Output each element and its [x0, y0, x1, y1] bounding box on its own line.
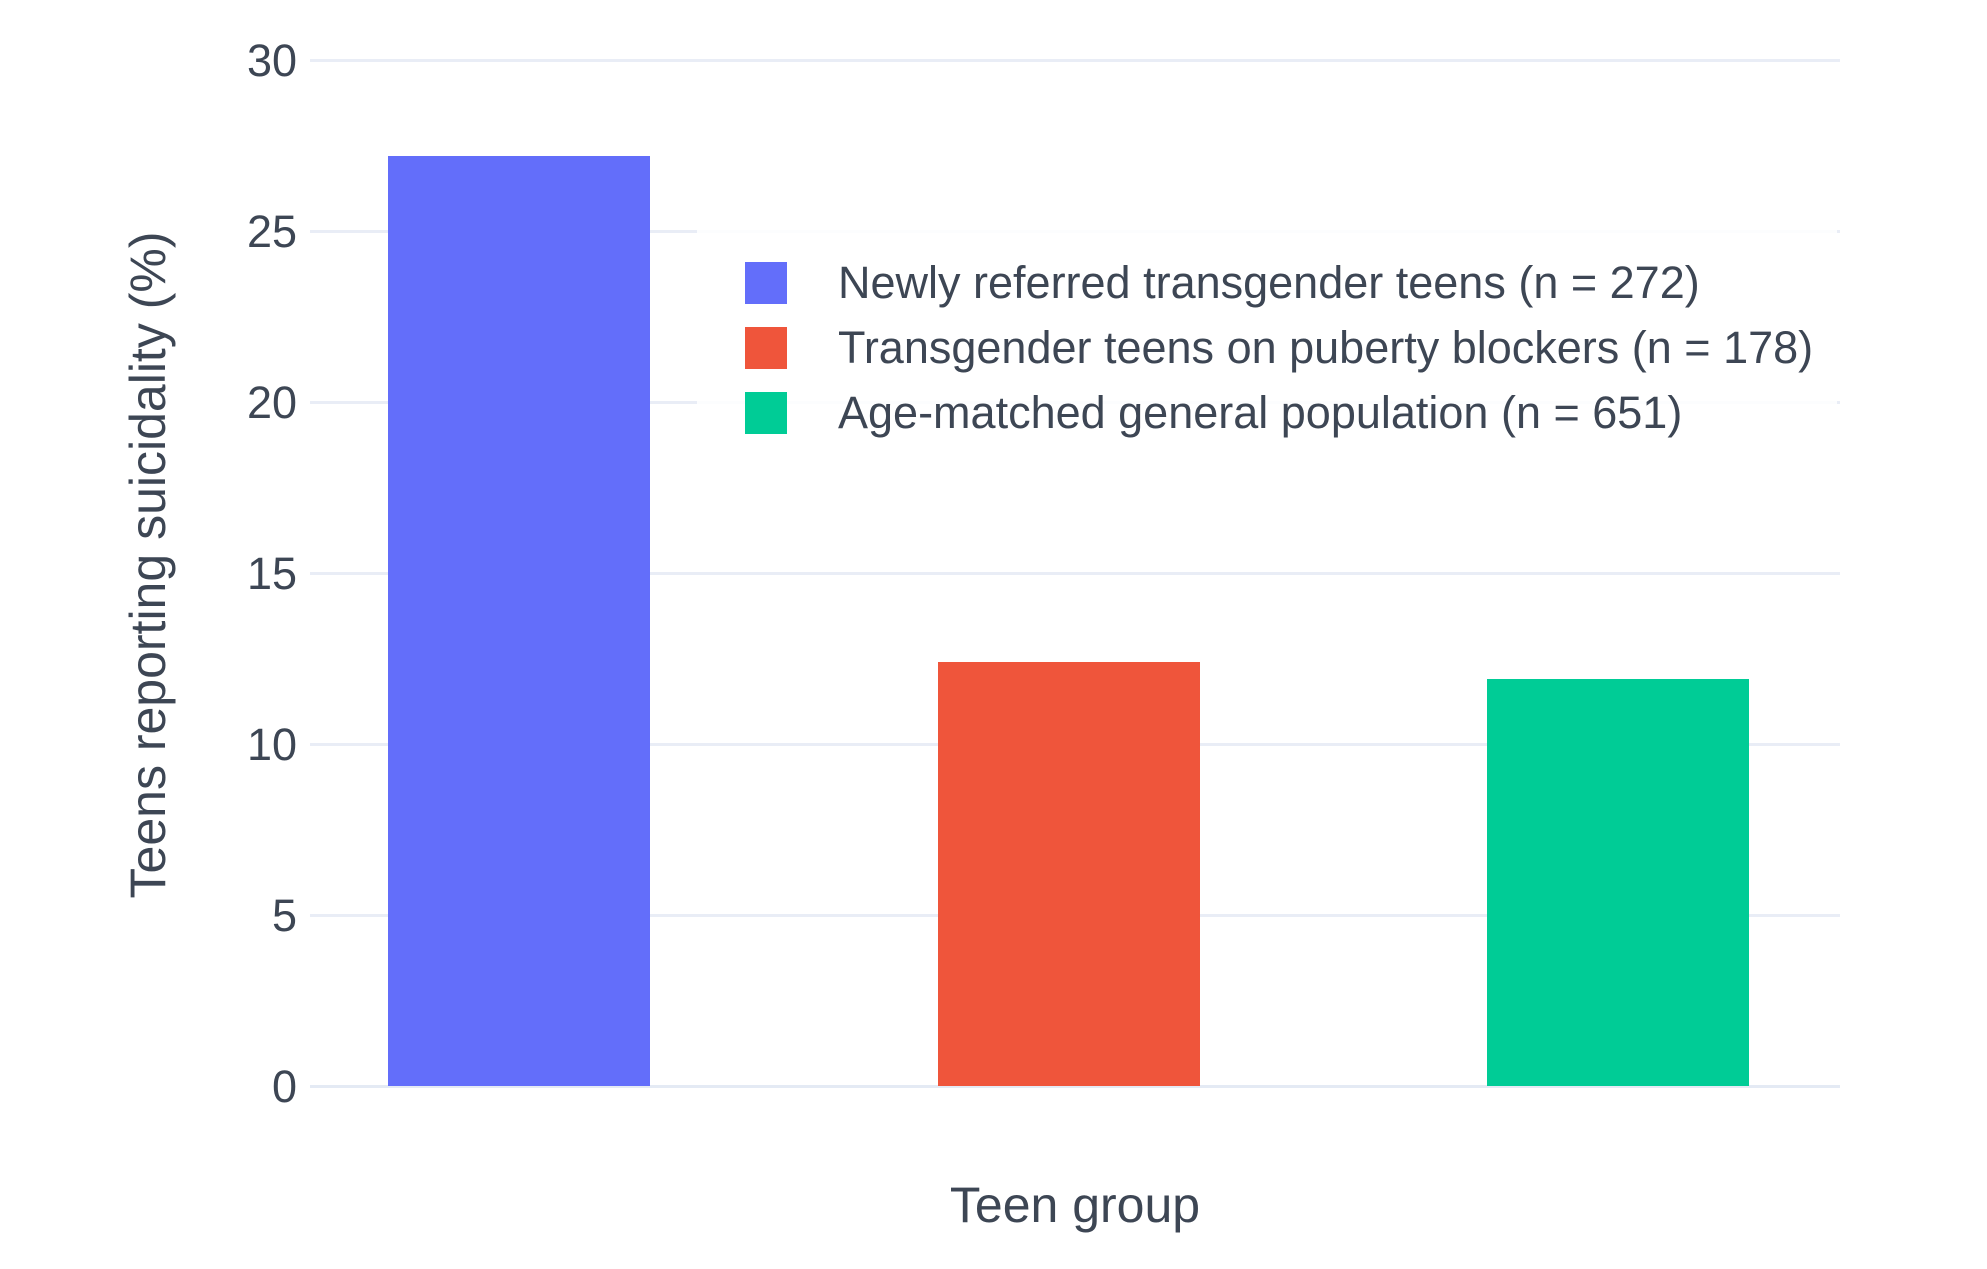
y-axis-title: Teens reporting suicidality (%) — [120, 231, 176, 899]
legend-item-0[interactable]: Newly referred transgender teens (n = 27… — [745, 250, 1813, 315]
legend-item-label: Newly referred transgender teens (n = 27… — [838, 256, 1700, 308]
gridline — [310, 59, 1840, 62]
y-tick-label: 20 — [246, 377, 297, 428]
bar-0 — [388, 155, 650, 1086]
bar-1 — [938, 661, 1200, 1086]
x-axis-zeroline — [310, 1085, 1840, 1088]
gridline — [310, 572, 1840, 575]
legend: Newly referred transgender teens (n = 27… — [697, 212, 1838, 455]
legend-item-label: Age-matched general population (n = 651) — [838, 386, 1683, 438]
legend-item-1[interactable]: Transgender teens on puberty blockers (n… — [745, 315, 1813, 380]
legend-item-label: Transgender teens on puberty blockers (n… — [838, 321, 1814, 373]
y-tick-label: 30 — [246, 35, 297, 86]
y-tick-label: 10 — [246, 719, 297, 770]
y-tick-label: 15 — [246, 548, 297, 599]
y-tick-label: 5 — [271, 890, 297, 941]
legend-swatch-icon — [745, 261, 787, 304]
legend-item-2[interactable]: Age-matched general population (n = 651) — [745, 380, 1813, 445]
y-tick-label: 0 — [271, 1061, 297, 1112]
y-tick-label: 25 — [246, 206, 297, 257]
legend-swatch-icon — [745, 391, 787, 434]
legend-swatch-icon — [745, 326, 787, 369]
x-axis-title: Teen group — [949, 1177, 1201, 1233]
bar-2 — [1487, 679, 1749, 1086]
